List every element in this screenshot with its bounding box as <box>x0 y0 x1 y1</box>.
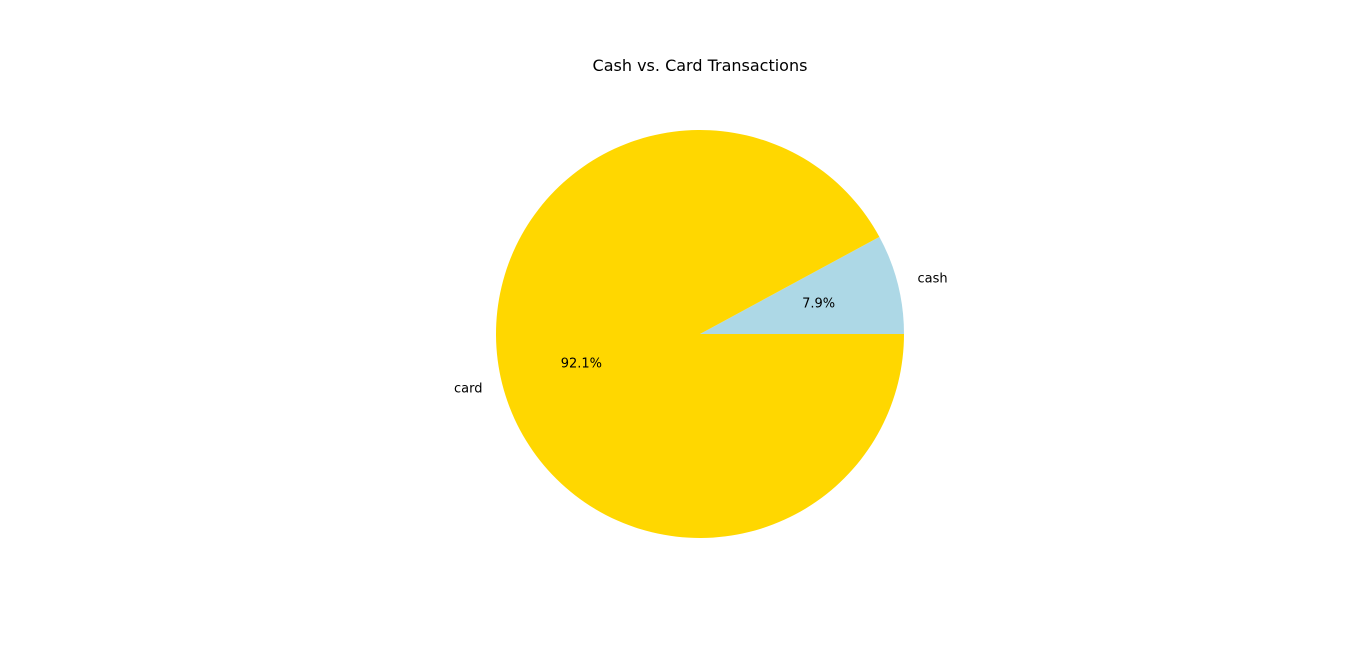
slice-label-card: card <box>454 382 482 397</box>
pie-labels: cash 7.9% card 92.1% <box>454 271 948 396</box>
chart-title: Cash vs. Card Transactions <box>593 56 808 75</box>
pie-slices <box>495 130 904 538</box>
slice-label-cash: cash <box>918 271 948 286</box>
slice-percent-cash: 7.9% <box>802 296 835 311</box>
pie-slice-cash <box>700 236 904 334</box>
pie-slice-card <box>495 130 904 538</box>
slice-percent-card: 92.1% <box>561 357 602 372</box>
